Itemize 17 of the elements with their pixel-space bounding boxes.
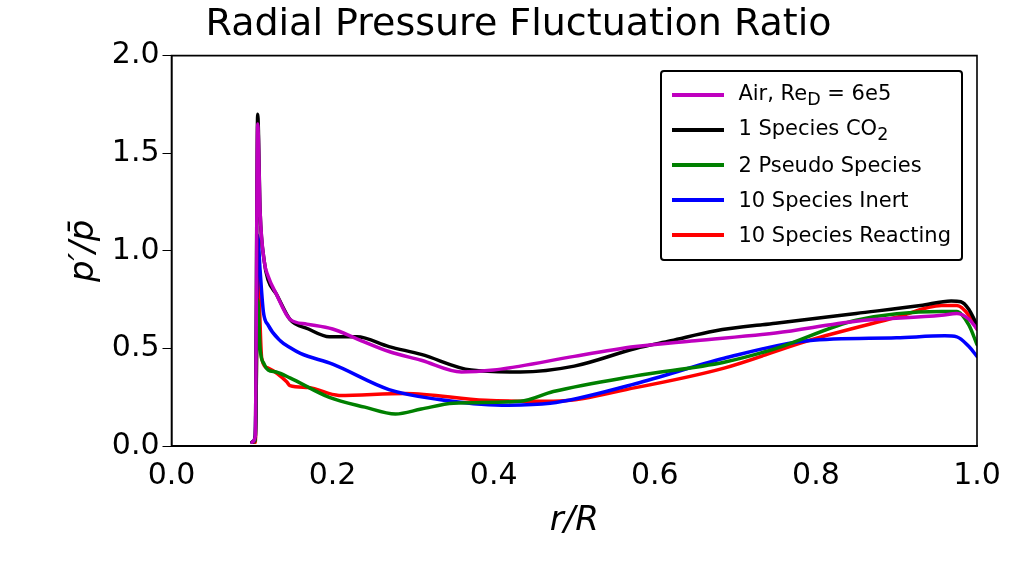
x-tick-label: 0.2: [308, 456, 357, 491]
x-tick-label: 0.8: [792, 456, 840, 491]
y-tick-label: 1.5: [111, 133, 160, 169]
x-axis-title: r/R: [549, 498, 599, 539]
legend-label: 10 Species Reacting: [738, 223, 951, 248]
legend-label: 1 Species CO$_{2}$: [738, 116, 889, 145]
x-tick-label: 1.0: [953, 456, 1001, 491]
legend-label: Air, Re$_{D}$ = 6e5: [738, 81, 892, 110]
legend-label: 2 Pseudo Species: [738, 153, 922, 178]
chart-title: Radial Pressure Fluctuation Ratio: [205, 0, 832, 44]
legend-label: 10 Species Inert: [738, 188, 909, 213]
y-tick-label: 2.0: [111, 35, 160, 71]
x-tick-label: 0.6: [630, 456, 679, 491]
x-tick-label: 0.4: [469, 456, 518, 491]
y-tick-label: 0.5: [111, 328, 160, 364]
y-tick-label: 1.0: [111, 230, 160, 266]
y-axis-title: p′/p̄: [61, 219, 102, 284]
